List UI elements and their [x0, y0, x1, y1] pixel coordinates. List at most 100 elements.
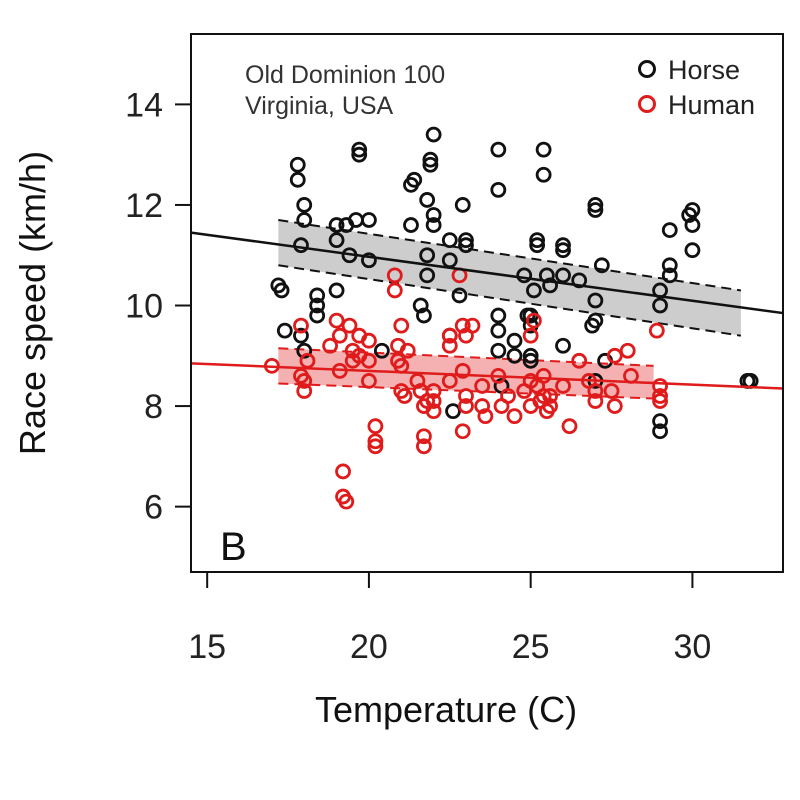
data-point-human	[331, 327, 348, 344]
data-point-horse	[328, 217, 345, 233]
data-point-horse	[419, 267, 436, 284]
data-point-horse	[684, 242, 701, 259]
data-point-human	[619, 342, 636, 359]
data-point-horse	[490, 181, 507, 198]
data-point-horse	[451, 287, 468, 304]
confidence-bands	[278, 219, 742, 400]
data-point-horse	[293, 237, 309, 254]
data-point-horse	[587, 292, 604, 309]
data-point-horse	[522, 352, 539, 369]
data-point-human	[606, 398, 623, 414]
x-tick-label: 25	[512, 628, 550, 666]
fit-line-horse	[190, 231, 784, 315]
data-point-horse	[441, 232, 458, 249]
data-point-horse	[416, 307, 432, 324]
data-point-human	[341, 317, 358, 334]
data-point-human	[474, 378, 491, 394]
data-point-human	[648, 322, 665, 339]
legend: Horse Human	[638, 55, 755, 120]
data-point-horse	[406, 171, 423, 188]
data-point-human	[416, 438, 432, 455]
data-point-human	[293, 317, 309, 334]
data-point-horse	[328, 232, 345, 249]
data-point-human	[454, 362, 471, 379]
data-point-horse	[555, 267, 571, 284]
data-point-horse	[293, 327, 309, 344]
data-point-horse	[296, 212, 313, 228]
data-point-human	[542, 388, 558, 404]
data-point-horse	[425, 217, 442, 233]
data-point-horse	[652, 297, 668, 314]
data-point-human	[561, 418, 578, 435]
y-tick-label: 8	[144, 388, 163, 426]
data-point-human	[587, 383, 604, 399]
data-point-horse	[490, 322, 507, 339]
data-point-horse	[490, 141, 507, 158]
data-point-human	[386, 282, 403, 299]
legend-human-label: Human	[668, 90, 755, 120]
y-tick-label: 14	[125, 86, 163, 124]
data-point-horse	[529, 232, 546, 249]
data-point-human	[500, 388, 516, 404]
data-point-horse	[419, 247, 436, 264]
data-point-human	[652, 378, 668, 394]
data-point-human	[393, 317, 410, 334]
data-point-horse	[652, 413, 668, 430]
data-point-horse	[458, 237, 474, 254]
data-point-human	[441, 327, 458, 344]
data-point-human	[458, 388, 474, 404]
data-point-human	[296, 373, 313, 389]
data-point-horse	[506, 332, 523, 349]
data-point-horse	[309, 287, 326, 304]
x-tick-label: 15	[188, 628, 226, 666]
data-point-horse	[571, 272, 588, 289]
data-point-human	[477, 408, 494, 425]
x-tick-label: 30	[674, 628, 712, 666]
fit-line-human	[190, 362, 784, 390]
data-point-human	[441, 337, 458, 354]
data-point-human	[506, 408, 523, 425]
plot-frame	[190, 33, 784, 573]
data-point-human	[296, 383, 313, 399]
data-point-human	[367, 438, 384, 455]
data-point-horse	[276, 322, 293, 339]
data-point-human	[587, 393, 604, 409]
data-point-horse	[535, 141, 552, 158]
regression-lines	[190, 231, 784, 390]
lower-bound-horse	[278, 264, 742, 337]
data-point-human	[425, 393, 442, 409]
data-point-horse	[373, 342, 390, 359]
data-point-horse	[445, 403, 461, 420]
data-point-human	[361, 352, 377, 369]
data-point-horse	[309, 307, 326, 324]
data-point-horse	[684, 217, 701, 233]
data-point-horse	[425, 126, 442, 143]
data-point-human	[396, 388, 413, 404]
data-point-human	[526, 312, 542, 329]
y-tick-label: 10	[125, 288, 163, 326]
data-point-human	[542, 398, 558, 414]
data-point-horse	[587, 202, 604, 218]
data-point-human	[425, 383, 442, 399]
data-point-horse	[361, 252, 377, 269]
data-point-horse	[555, 337, 571, 354]
data-point-horse	[361, 212, 377, 228]
data-point-human	[399, 342, 416, 359]
data-point-human	[338, 493, 355, 510]
data-point-horse	[351, 146, 368, 163]
data-point-human	[361, 373, 377, 389]
legend-horse-label: Horse	[668, 55, 740, 85]
data-point-human	[425, 403, 442, 420]
data-point-horse	[587, 312, 604, 329]
upper-bound-human	[278, 347, 654, 367]
data-point-horse	[296, 197, 313, 213]
data-point-human	[458, 398, 474, 414]
data-point-human	[603, 383, 620, 399]
x-axis: 15 20 25 30	[188, 572, 711, 666]
data-point-horse	[309, 297, 326, 314]
data-point-horse	[661, 222, 678, 238]
data-point-human	[335, 463, 351, 480]
data-point-horse	[422, 151, 439, 168]
data-point-horse	[555, 242, 571, 259]
data-point-human	[454, 317, 471, 334]
